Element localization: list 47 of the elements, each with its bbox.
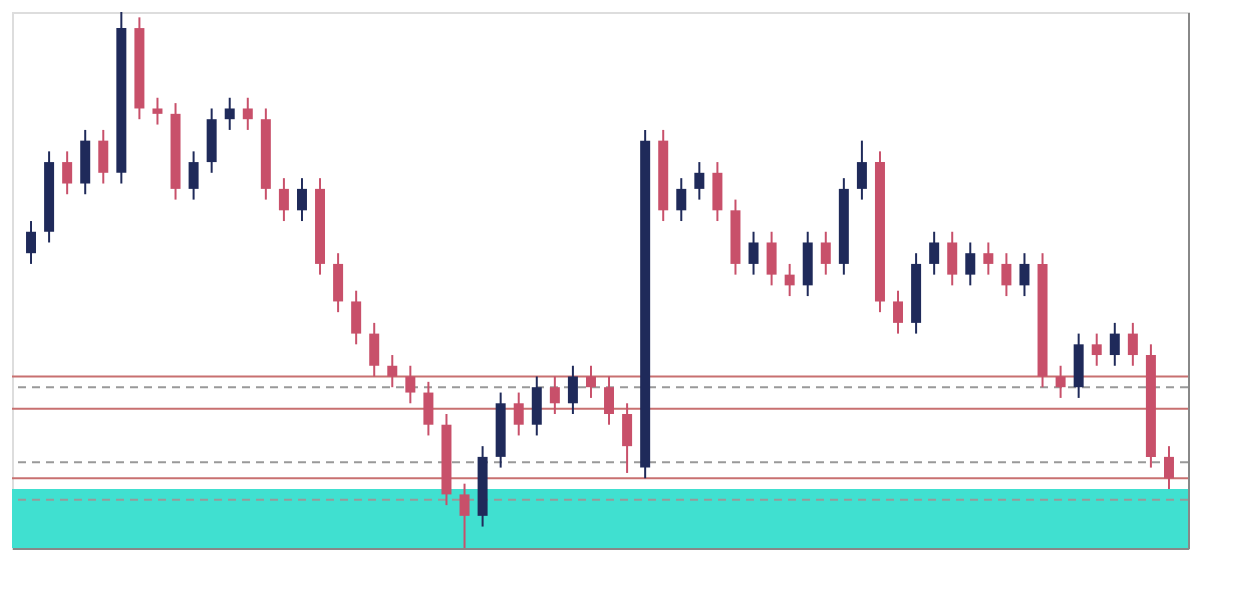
candlestick: [712, 161, 723, 223]
candlestick: [676, 177, 687, 223]
candlestick: [1127, 321, 1138, 367]
candlestick: [351, 289, 362, 346]
candlestick: [278, 177, 289, 223]
candlestick: [98, 128, 109, 185]
candlestick: [531, 375, 542, 437]
candlestick: [423, 380, 434, 437]
candlestick: [1073, 332, 1084, 399]
candlestick: [585, 364, 596, 399]
candlestick: [983, 241, 994, 276]
candlestick: [802, 230, 813, 298]
candlestick: [1109, 321, 1120, 367]
candlestick: [206, 107, 217, 174]
candlestick: [549, 375, 560, 415]
candlestick: [459, 482, 470, 549]
candlestick: [152, 96, 163, 126]
candlestick: [694, 161, 705, 201]
candlestick: [369, 321, 380, 378]
candlestick: [333, 252, 344, 314]
candlestick: [80, 128, 91, 196]
candlestick: [604, 375, 615, 426]
candlestick: [26, 220, 37, 265]
candlestick: [62, 150, 73, 196]
candlestick: [947, 230, 958, 287]
candlestick: [1055, 364, 1066, 399]
candlestick: [820, 230, 831, 276]
candlestick: [405, 364, 416, 405]
candlestick: [387, 354, 398, 389]
candlestick: [784, 262, 795, 298]
candlestick: [929, 230, 940, 276]
candlestick: [188, 150, 199, 201]
candlestick: [242, 96, 253, 131]
candlestick: [1091, 332, 1102, 367]
candlestick: [513, 391, 524, 437]
candlestick: [766, 230, 777, 287]
candlestick: [224, 96, 235, 131]
candlestick: [1001, 252, 1012, 298]
candlestick: [567, 364, 578, 415]
candlestick: [893, 289, 904, 335]
candlestick: [1163, 445, 1174, 491]
candlestick: [965, 241, 976, 287]
candlestick: [296, 177, 307, 223]
candlestick: [1019, 252, 1030, 298]
candlestick: [748, 230, 759, 276]
candlestick: [622, 402, 633, 474]
candlestick: [856, 139, 867, 201]
